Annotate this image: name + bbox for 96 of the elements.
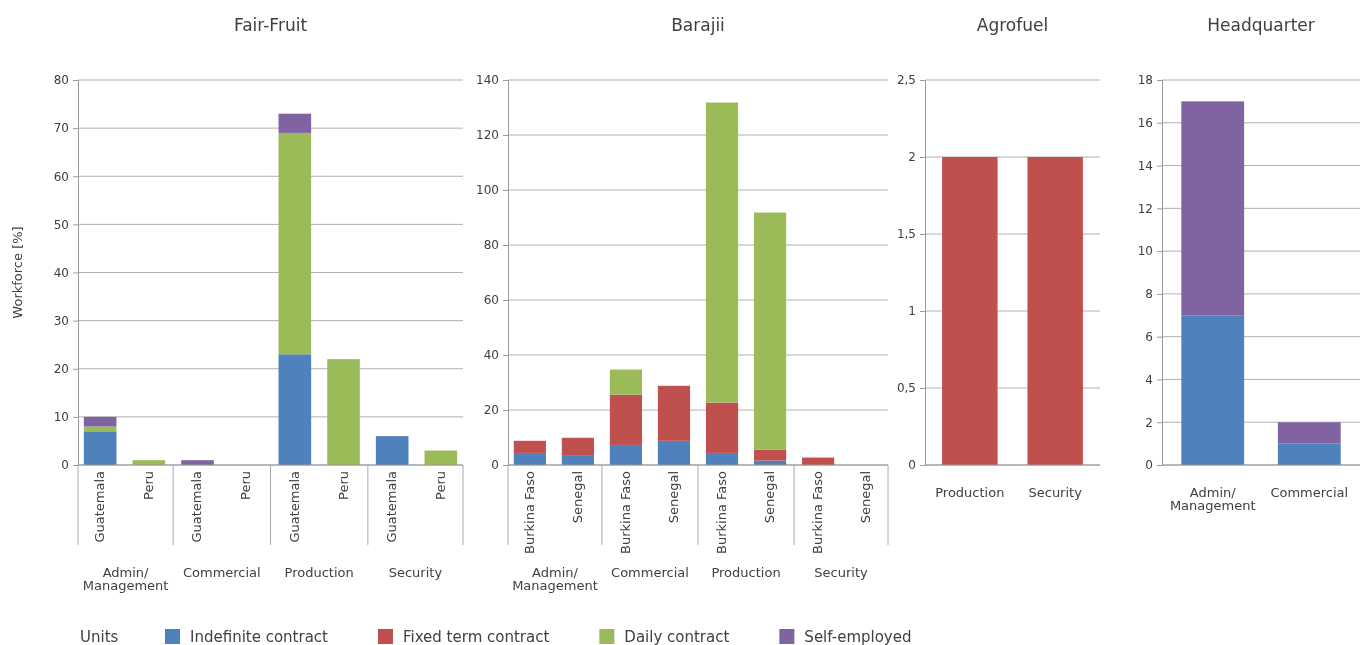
text: Security (814, 565, 869, 580)
y-tick-label: 2,5 (896, 73, 916, 88)
y-tick-label: 8 (1145, 287, 1153, 302)
bar (278, 132, 312, 355)
y-tick-label: 0 (491, 458, 499, 473)
y-axis-title: Workforce [%] (10, 226, 25, 319)
y-tick-label: 1 (908, 304, 916, 319)
y-tick-label: 40 (483, 348, 499, 363)
y-tick-label: 16 (1137, 116, 1153, 131)
text: Commercial (611, 565, 689, 580)
bar (513, 440, 546, 453)
y-tick-label: 20 (483, 403, 499, 418)
legend-label: Fixed term contract (402, 628, 550, 645)
text: Production (284, 565, 354, 580)
y-tick-label: 140 (476, 73, 499, 88)
x-tick-label: Peru (432, 471, 448, 500)
y-tick-label: 20 (53, 362, 69, 377)
bar (1277, 422, 1341, 444)
chart-title: Headquarter (1207, 15, 1315, 35)
y-tick-label: 6 (1145, 330, 1153, 345)
chart-title: Agrofuel (976, 15, 1049, 35)
bar (1181, 101, 1245, 316)
text: Admin/ Management (512, 565, 598, 593)
y-tick-label: 120 (476, 128, 499, 143)
text: Security (388, 565, 443, 580)
bar (83, 416, 117, 427)
y-tick-label: 60 (483, 293, 499, 308)
x-tick-label: Admin/ Management (1169, 485, 1256, 513)
x-tick-label: Commercial (1270, 485, 1349, 500)
y-tick-label: 100 (476, 183, 499, 198)
bar (375, 436, 409, 465)
bar (1181, 315, 1245, 465)
bar (753, 212, 787, 450)
y-tick-label: 0 (908, 458, 916, 473)
y-tick-label: 14 (1137, 158, 1153, 173)
legend-label: Self-employed (804, 628, 912, 645)
y-tick-label: 0 (61, 458, 69, 473)
y-tick-label: 10 (1137, 244, 1153, 259)
y-tick-label: 4 (1145, 372, 1153, 387)
y-tick-label: 12 (1137, 201, 1153, 216)
y-tick-label: 0,5 (896, 381, 916, 396)
text: Admin/ Management (82, 565, 169, 593)
y-tick-label: 2 (1145, 415, 1153, 430)
x-tick-label: Senegal (665, 471, 681, 524)
y-tick-label: 2 (908, 150, 916, 165)
chart-title: Fair-Fruit (233, 15, 308, 35)
bar (609, 369, 643, 395)
text: Production (711, 565, 781, 580)
bar (657, 385, 691, 441)
y-tick-label: 40 (53, 265, 69, 280)
x-tick-label: Senegal (762, 471, 778, 524)
legend-label: Daily contract (624, 628, 730, 645)
x-tick-label: Guatemala (189, 471, 205, 543)
bar (278, 354, 312, 465)
bar (609, 394, 643, 445)
bar (1277, 443, 1341, 465)
bar (561, 455, 594, 465)
chart-title: Barajii (671, 15, 725, 35)
bar (657, 440, 691, 465)
bar (278, 113, 312, 133)
y-tick-label: 50 (53, 217, 69, 232)
bar (705, 102, 739, 403)
legend-title: Units (80, 628, 119, 645)
text: Commercial (182, 565, 261, 580)
x-tick-label: Security (1028, 485, 1083, 500)
y-tick-label: 10 (53, 410, 69, 425)
x-tick-label: Senegal (858, 471, 874, 524)
y-tick-label: 0 (1145, 458, 1153, 473)
bar (609, 444, 643, 465)
y-tick-label: 1,5 (896, 227, 916, 242)
y-tick-label: 30 (53, 313, 69, 328)
bar (83, 431, 117, 465)
x-tick-label: Peru (238, 471, 254, 500)
x-tick-label: Burkina Faso (521, 470, 537, 554)
legend-label: Indefinite contract (190, 628, 329, 645)
x-tick-label: Senegal (569, 471, 585, 524)
bar (705, 402, 739, 453)
x-tick-label: Burkina Faso (810, 470, 826, 554)
y-tick-label: 80 (53, 73, 69, 88)
x-tick-label: Production (935, 485, 1005, 500)
y-tick-label: 18 (1137, 73, 1153, 88)
bar (327, 359, 360, 465)
bar (705, 452, 739, 465)
y-tick-label: 80 (483, 238, 499, 253)
bar (513, 452, 546, 465)
x-tick-label: Guatemala (384, 471, 400, 543)
x-tick-label: Burkina Faso (714, 470, 730, 554)
y-tick-label: 60 (53, 169, 69, 184)
x-tick-label: Guatemala (92, 471, 108, 543)
x-tick-label: Peru (140, 471, 156, 500)
bar (753, 449, 787, 461)
x-tick-label: Peru (335, 471, 351, 500)
x-tick-label: Burkina Faso (617, 470, 633, 554)
y-tick-label: 70 (53, 121, 69, 136)
bar (561, 437, 594, 456)
x-tick-label: Guatemala (286, 471, 302, 543)
